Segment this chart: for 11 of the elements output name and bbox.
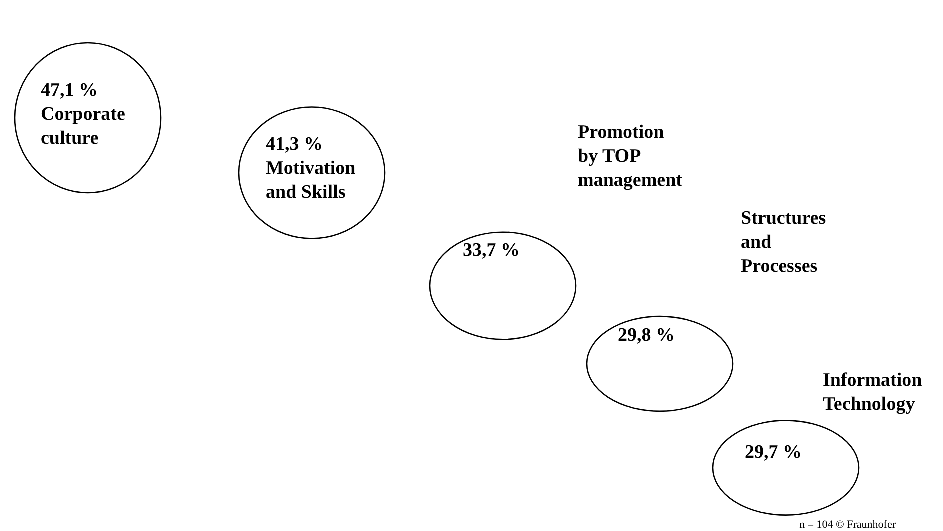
data-label: 47,1 % [41, 80, 98, 101]
category-label: Promotion by TOP management [578, 122, 684, 191]
category-label: Information Technology [823, 370, 923, 415]
data-label: 29,7 % [745, 442, 802, 463]
text: n = 104 © Fraunhofer [800, 519, 896, 531]
data-label: 33,7 % [463, 240, 520, 261]
category-label: Motivation and Skills [266, 158, 356, 203]
category-label: Structures and Processes [741, 208, 826, 277]
data-label: 29,8 % [618, 325, 675, 346]
category-label: Corporate culture [41, 104, 126, 149]
data-label: 41,3 % [266, 134, 323, 155]
